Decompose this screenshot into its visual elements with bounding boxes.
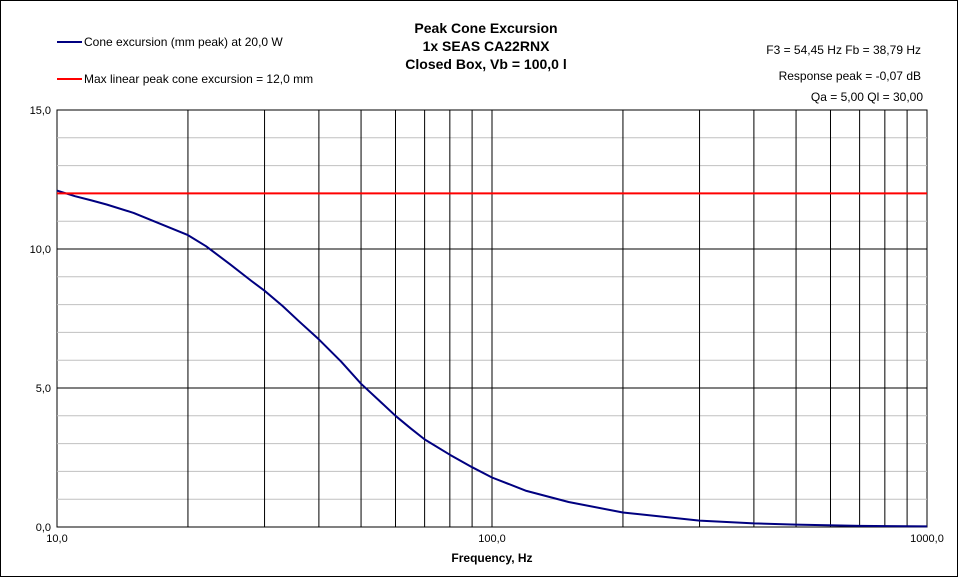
- x-tick-label: 10,0: [46, 533, 67, 545]
- qa-ql-annotation: Qa = 5,00 Ql = 30,00: [811, 90, 923, 104]
- tick-labels: 0,0 5,0 10,0 15,0 10,0 100,0 1000,0: [30, 105, 944, 545]
- legend-label-cone: Cone excursion (mm peak) at 20,0 W: [84, 35, 283, 49]
- y-tick-label: 15,0: [30, 105, 51, 117]
- y-tick-label: 5,0: [36, 383, 51, 395]
- response-peak-annotation: Response peak = -0,07 dB: [779, 69, 921, 83]
- series-lines: [56, 189, 928, 528]
- legend-label-max-linear: Max linear peak cone excursion = 12,0 mm: [84, 72, 313, 86]
- y-tick-label: 10,0: [30, 244, 51, 256]
- major-gridlines: [57, 110, 927, 527]
- y-tick-label: 0,0: [36, 522, 51, 534]
- info-annotations: F3 = 54,45 Hz Fb = 38,79 Hz Response pea…: [766, 43, 923, 104]
- title-line-3: Closed Box, Vb = 100,0 l: [405, 56, 566, 72]
- x-axis-title: Frequency, Hz: [451, 551, 532, 565]
- x-tick-label: 1000,0: [910, 533, 944, 545]
- legend: Cone excursion (mm peak) at 20,0 W Max l…: [57, 35, 313, 86]
- title-line-1: Peak Cone Excursion: [414, 20, 557, 36]
- cone-excursion-line: [56, 189, 928, 528]
- x-tick-label: 100,0: [478, 533, 506, 545]
- chart-title: Peak Cone Excursion 1x SEAS CA22RNX Clos…: [405, 20, 566, 72]
- title-line-2: 1x SEAS CA22RNX: [423, 38, 550, 54]
- f3-fb-annotation: F3 = 54,45 Hz Fb = 38,79 Hz: [766, 43, 921, 57]
